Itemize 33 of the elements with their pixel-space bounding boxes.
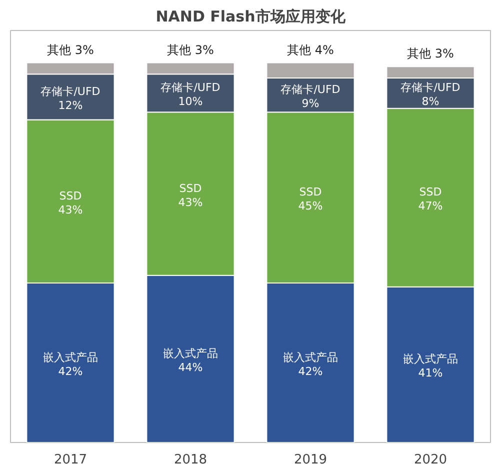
text: SSD [59,189,82,202]
x-tick-label: 2018 [174,452,208,466]
chart-title: NAND Flash市场应用变化 [156,8,346,26]
data-label: 42% [298,364,323,378]
data-label: 47% [418,200,443,213]
series-label: 嵌入式产品 [43,350,98,364]
text: 存储卡/UFD [160,81,220,94]
text: 嵌入式产品 [283,350,338,364]
text: 其他 4% [287,42,334,57]
data-label: 9% [302,97,320,110]
data-label: 41% [418,366,443,380]
text: 嵌入式产品 [403,352,458,366]
text: 嵌入式产品 [163,346,218,360]
data-label: 42% [58,364,83,378]
x-tick-label: 2017 [54,452,88,466]
x-tick-label: 2020 [414,452,448,466]
text: 存储卡/UFD [280,83,340,96]
text: 其他 3% [407,46,454,61]
data-label: 43% [58,203,83,216]
text: SSD [419,186,442,199]
x-tick-label: 2019 [294,452,328,466]
data-label: 8% [422,95,440,108]
series-label: SSD [299,186,322,199]
text: SSD [179,182,202,195]
text: 存储卡/UFD [40,84,100,98]
data-label: 44% [178,360,203,374]
text: 其他 3% [167,42,214,57]
data-label: 12% [58,98,83,112]
data-label: 45% [298,200,323,213]
text: 其他 3% [47,42,94,57]
data-label: 10% [178,95,203,108]
series-label: 存储卡/UFD [400,81,460,94]
data-label: 43% [178,196,203,209]
